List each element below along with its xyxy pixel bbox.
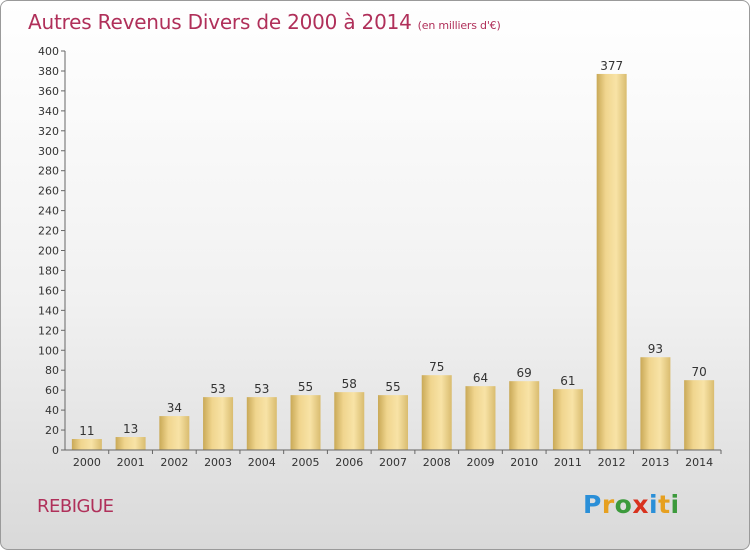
chart-subtitle: (en milliers d'€) <box>417 19 501 32</box>
bar <box>246 397 277 450</box>
y-tick-label: 180 <box>38 264 59 277</box>
x-tick-label: 2001 <box>117 456 145 469</box>
x-tick-label: 2007 <box>379 456 407 469</box>
data-label: 75 <box>429 360 444 374</box>
y-tick-label: 320 <box>38 125 59 138</box>
bar <box>684 380 715 450</box>
y-tick-label: 220 <box>38 225 59 238</box>
data-label: 34 <box>167 401 182 415</box>
data-label: 58 <box>342 377 357 391</box>
bar <box>378 395 408 450</box>
x-tick-label: 2003 <box>204 456 232 469</box>
x-tick-label: 2010 <box>510 456 538 469</box>
bar <box>421 375 452 450</box>
x-tick-label: 2006 <box>335 456 363 469</box>
x-axis: 2000 2001 2002 2003 2004 2005 2006 2007 2008 2009… <box>65 449 722 469</box>
bar <box>640 357 671 450</box>
y-tick-label: 120 <box>38 324 59 337</box>
bar <box>552 389 583 450</box>
data-label: 53 <box>254 382 269 396</box>
y-tick-label: 260 <box>38 185 59 198</box>
proxiti-logo: Proxiti <box>583 490 680 519</box>
bar <box>509 381 540 450</box>
y-tick-label: 240 <box>38 205 59 218</box>
bar <box>203 397 234 450</box>
data-label: 11 <box>79 424 94 438</box>
y-tick-label: 20 <box>45 424 59 437</box>
bars: 11 13 34 53 53 55 58 55 75 64 69 61 377 93 70 <box>71 59 715 450</box>
data-label: 13 <box>123 422 138 436</box>
y-tick-label: 80 <box>45 364 59 377</box>
data-label: 53 <box>210 382 225 396</box>
x-tick-label: 2008 <box>423 456 451 469</box>
y-tick-label: 40 <box>45 404 59 417</box>
y-tick-label: 300 <box>38 145 59 158</box>
y-tick-label: 340 <box>38 105 59 118</box>
data-label: 70 <box>691 365 706 379</box>
data-label: 55 <box>298 380 313 394</box>
y-tick-label: 280 <box>38 165 59 178</box>
data-label: 64 <box>473 371 488 385</box>
y-tick-label: 380 <box>38 65 59 78</box>
y-tick-label: 0 <box>52 444 59 457</box>
y-tick-label: 160 <box>38 284 59 297</box>
y-tick-label: 360 <box>38 85 59 98</box>
x-tick-label: 2013 <box>641 456 669 469</box>
x-tick-label: 2011 <box>554 456 582 469</box>
y-tick-label: 60 <box>45 384 59 397</box>
data-label: 61 <box>560 374 575 388</box>
y-tick-label: 200 <box>38 245 59 258</box>
bar <box>71 439 102 450</box>
data-label: 55 <box>385 380 400 394</box>
x-tick-label: 2000 <box>73 456 101 469</box>
bar <box>465 386 496 450</box>
chart-title: Autres Revenus Divers de 2000 à 2014 (en … <box>28 10 501 34</box>
y-tick-label: 400 <box>38 45 59 58</box>
bar <box>159 416 190 450</box>
x-tick-label: 2002 <box>160 456 188 469</box>
data-label: 69 <box>517 366 532 380</box>
bar <box>596 73 627 450</box>
bar <box>115 437 146 450</box>
town-name: REBIGUE <box>37 496 114 517</box>
data-label: 377 <box>600 59 623 73</box>
bar <box>290 395 321 450</box>
chart-title-text: Autres Revenus Divers de 2000 à 2014 <box>28 10 412 34</box>
x-tick-label: 2004 <box>248 456 276 469</box>
bar <box>334 392 365 450</box>
y-tick-label: 100 <box>38 344 59 357</box>
x-tick-label: 2009 <box>466 456 494 469</box>
y-tick-label: 140 <box>38 304 59 317</box>
x-tick-label: 2014 <box>685 456 713 469</box>
y-axis: 0 20 40 60 80 100 120 140 160 180 200 220 240 260 280 3… <box>38 45 66 457</box>
data-label: 93 <box>648 342 663 356</box>
x-tick-label: 2005 <box>292 456 320 469</box>
x-tick-label: 2012 <box>598 456 626 469</box>
